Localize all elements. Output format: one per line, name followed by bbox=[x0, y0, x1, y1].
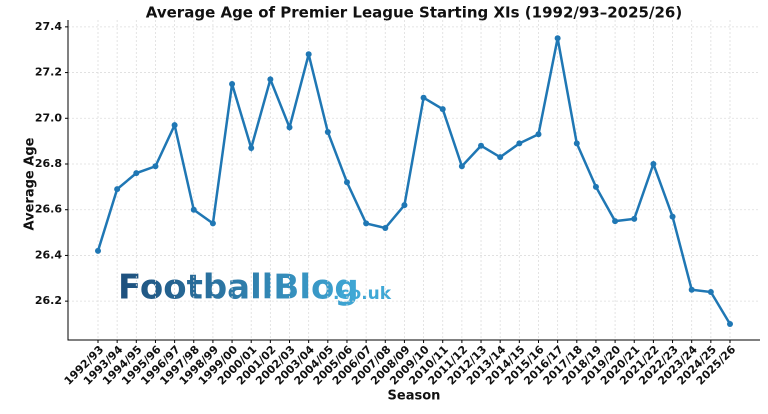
point bbox=[114, 186, 121, 193]
point bbox=[133, 170, 140, 177]
point bbox=[707, 289, 714, 295]
x-axis-label: Season bbox=[388, 389, 441, 404]
y-tick-label: 26.8 bbox=[35, 157, 62, 170]
point bbox=[727, 321, 733, 327]
y-tick-label: 27.0 bbox=[35, 111, 62, 124]
point bbox=[420, 94, 427, 101]
y-tick-label: 26.4 bbox=[35, 248, 62, 261]
point bbox=[286, 124, 293, 131]
point bbox=[343, 179, 350, 186]
point bbox=[631, 215, 638, 222]
point bbox=[229, 81, 236, 87]
point bbox=[458, 163, 465, 170]
point bbox=[478, 142, 485, 149]
y-axis-label: Average Age bbox=[23, 137, 38, 230]
point bbox=[363, 220, 370, 227]
point bbox=[554, 35, 561, 42]
watermark: FootballBlog bbox=[118, 268, 359, 308]
point bbox=[248, 145, 255, 151]
watermark-domain: .co.uk bbox=[333, 284, 392, 304]
y-tick-label: 27.2 bbox=[35, 66, 62, 79]
point bbox=[688, 286, 695, 293]
point bbox=[152, 163, 159, 170]
y-tick-label: 26.6 bbox=[35, 203, 62, 216]
point bbox=[209, 220, 216, 227]
point bbox=[650, 161, 657, 167]
point bbox=[190, 206, 197, 213]
y-tick-label: 26.2 bbox=[35, 294, 62, 307]
point bbox=[516, 140, 523, 147]
chart-title: Average Age of Premier League Starting X… bbox=[146, 4, 682, 22]
point bbox=[382, 225, 389, 231]
point bbox=[612, 218, 619, 225]
point bbox=[324, 129, 331, 135]
point bbox=[305, 51, 312, 58]
point bbox=[267, 76, 274, 83]
line bbox=[96, 38, 732, 325]
point bbox=[573, 140, 580, 147]
point bbox=[497, 154, 504, 161]
point bbox=[592, 183, 599, 190]
axes bbox=[67, 20, 760, 341]
point bbox=[535, 131, 542, 138]
point bbox=[669, 213, 676, 220]
point bbox=[171, 122, 178, 129]
point bbox=[401, 202, 408, 209]
point bbox=[439, 106, 446, 113]
y-tick-label: 27.4 bbox=[35, 20, 62, 33]
point bbox=[95, 247, 101, 254]
